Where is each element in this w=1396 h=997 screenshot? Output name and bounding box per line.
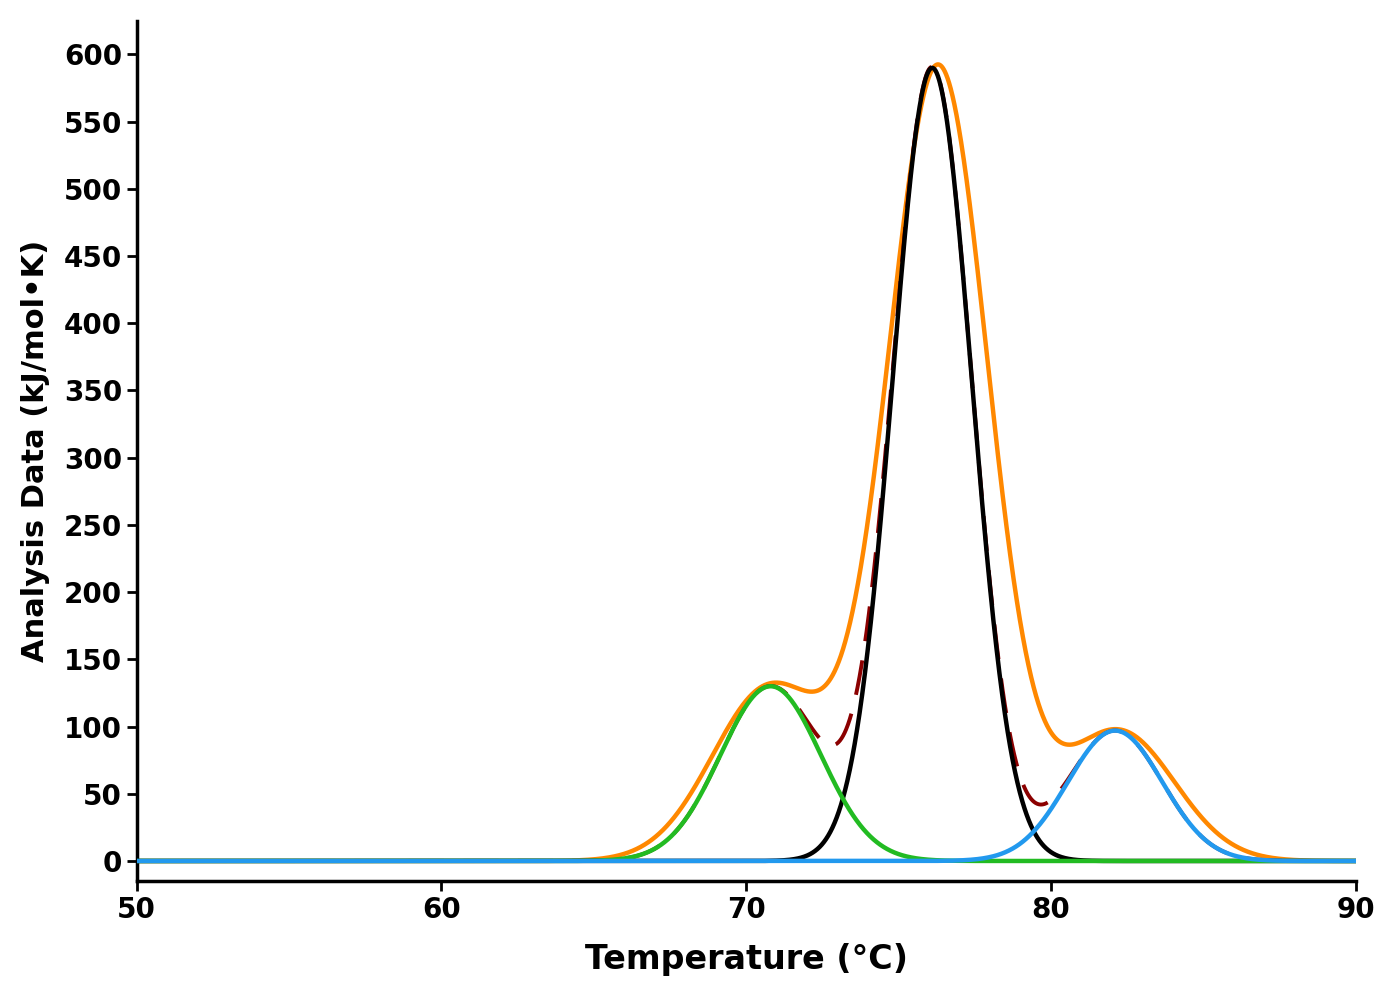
X-axis label: Temperature (°C): Temperature (°C): [585, 943, 907, 976]
Y-axis label: Analysis Data (kJ/mol•K): Analysis Data (kJ/mol•K): [21, 240, 50, 662]
